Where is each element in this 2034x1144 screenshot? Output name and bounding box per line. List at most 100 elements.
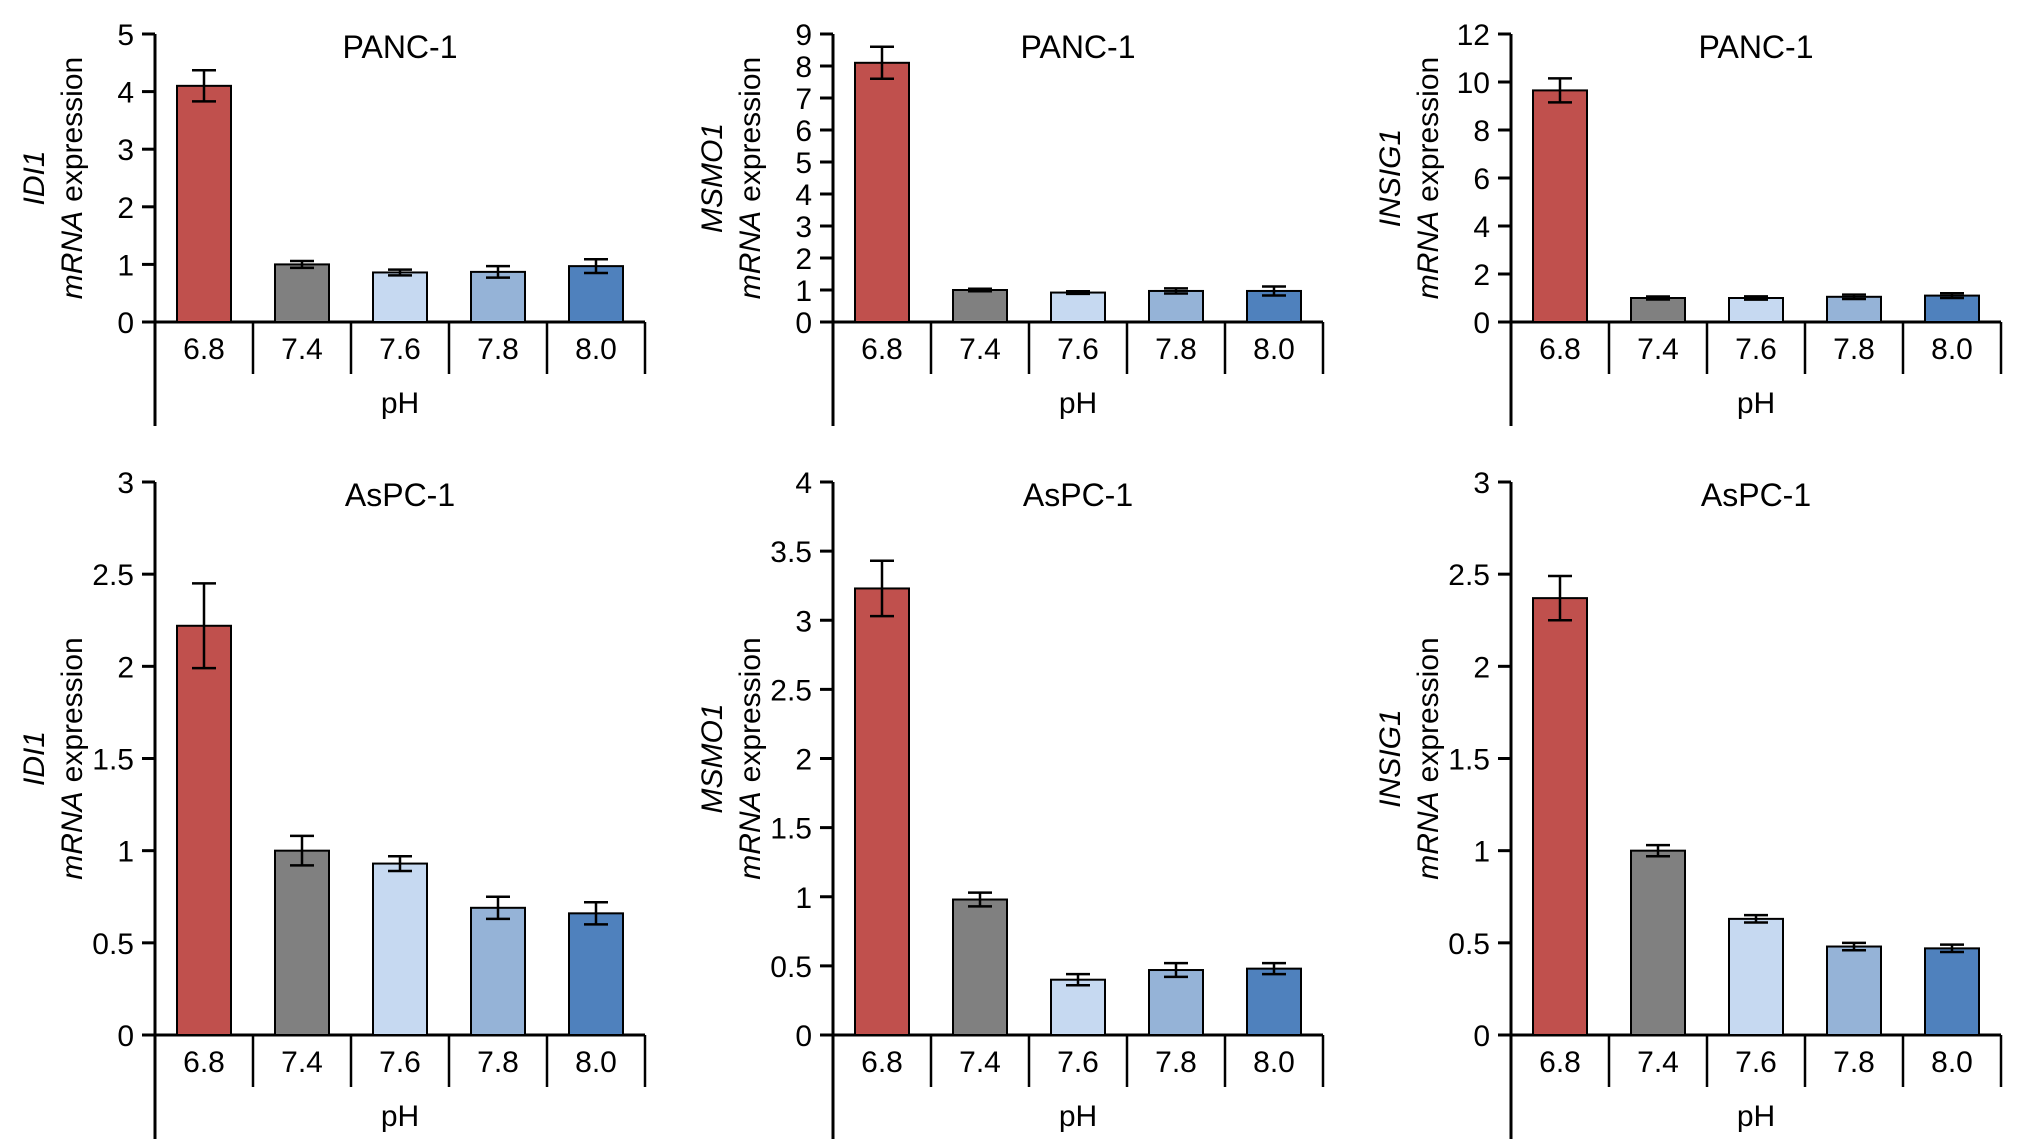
- x-axis-label: pH: [1737, 1100, 1775, 1133]
- y-axis-label-text: mRNAexpression: [734, 637, 767, 879]
- bar-ph-7.6: [1728, 917, 1784, 1036]
- y-tick-label: 2: [117, 192, 134, 225]
- chart-title: PANC-1: [1699, 29, 1814, 65]
- y-tick-label: 0.5: [92, 928, 134, 961]
- y-tick-label: 2.5: [92, 559, 134, 592]
- y-axis-label-gene: IDI1: [18, 731, 51, 786]
- category-label: 8.0: [1253, 333, 1295, 366]
- y-tick-label: 0: [1473, 1020, 1490, 1053]
- category-label: 6.8: [183, 1046, 225, 1079]
- y-tick-label: 1: [795, 275, 812, 308]
- x-axis-label: pH: [1737, 387, 1775, 420]
- y-tick-label: 0.5: [770, 951, 812, 984]
- y-tick-label: 9: [795, 19, 812, 52]
- y-axis-label-text: mRNAexpression: [56, 57, 89, 299]
- y-tick-label: 0: [1473, 307, 1490, 340]
- y-axis-label-text: mRNAexpression: [1412, 57, 1445, 299]
- y-tick-label: 1.5: [92, 744, 134, 777]
- y-tick-label: 3: [117, 467, 134, 500]
- y-axis-label-gene: MSMO1: [696, 703, 729, 813]
- y-tick-label: 0: [117, 307, 134, 340]
- y-tick-label: 4: [117, 77, 134, 110]
- category-label: 7.8: [1155, 333, 1197, 366]
- y-tick-label: 3: [795, 211, 812, 244]
- y-tick-label: 2: [795, 744, 812, 777]
- category-label: 7.4: [1637, 1046, 1679, 1079]
- bar-ph-7.8: [1148, 289, 1204, 323]
- category-label: 8.0: [575, 333, 617, 366]
- category-label: 7.8: [477, 333, 519, 366]
- category-label: 7.6: [1057, 333, 1099, 366]
- y-axis-label-text: mRNAexpression: [56, 637, 89, 879]
- category-label: 7.4: [1637, 333, 1679, 366]
- category-label: 6.8: [861, 1046, 903, 1079]
- category-label: 8.0: [575, 1046, 617, 1079]
- x-axis-label: pH: [1059, 1100, 1097, 1133]
- y-tick-label: 1.5: [770, 813, 812, 846]
- y-tick-label: 8: [1473, 115, 1490, 148]
- y-tick-label: 2: [1473, 259, 1490, 292]
- bar-ph-8.0: [1924, 294, 1980, 324]
- bar-ph-7.4: [1630, 849, 1686, 1036]
- chart-title: AsPC-1: [345, 477, 455, 513]
- chart-panc-1-insig1: PANC-1 0 2 4 6 8 10 12 6.8 7.4 7.6 7.8 8.0 pH INSIG1mR…: [1374, 19, 2003, 426]
- chart-panc-1-idi1: PANC-1 0 1 2 3 4 5 6.8 7.4 7.6 7.8 8.0 pH IDI1mRNAexp…: [18, 19, 647, 426]
- bar-ph-7.4: [952, 289, 1008, 323]
- chart-title: AsPC-1: [1701, 477, 1811, 513]
- category-label: 7.4: [959, 333, 1001, 366]
- category-label: 7.8: [477, 1046, 519, 1079]
- bar-ph-6.8: [854, 61, 910, 324]
- category-label: 6.8: [1539, 333, 1581, 366]
- bar-ph-7.4: [952, 898, 1008, 1037]
- y-tick-label: 1.5: [1448, 744, 1490, 777]
- y-tick-label: 2: [117, 651, 134, 684]
- y-axis-label-gene: MSMO1: [696, 123, 729, 233]
- category-label: 6.8: [861, 333, 903, 366]
- y-tick-label: 6: [795, 115, 812, 148]
- y-axis-label-gene: INSIG1: [1374, 129, 1407, 227]
- category-label: 8.0: [1253, 1046, 1295, 1079]
- bar-ph-6.8: [176, 84, 232, 323]
- bar-ph-7.8: [470, 906, 526, 1036]
- bar-ph-8.0: [568, 265, 624, 323]
- bar-ph-7.8: [1826, 945, 1882, 1036]
- y-tick-label: 2: [795, 243, 812, 276]
- y-axis-label-text: mRNAexpression: [734, 57, 767, 299]
- bar-ph-6.8: [854, 587, 910, 1036]
- y-tick-label: 1: [117, 249, 134, 282]
- bar-ph-7.6: [372, 862, 428, 1036]
- y-tick-label: 12: [1457, 19, 1490, 52]
- bar-ph-7.6: [1050, 291, 1106, 323]
- x-axis-label: pH: [381, 387, 419, 420]
- category-label: 7.6: [1735, 1046, 1777, 1079]
- bar-ph-7.4: [274, 849, 330, 1036]
- category-label: 8.0: [1931, 1046, 1973, 1079]
- bar-ph-8.0: [568, 912, 624, 1036]
- y-tick-label: 2: [1473, 651, 1490, 684]
- category-label: 7.6: [379, 1046, 421, 1079]
- chart-aspc-1-msmo1: AsPC-1 0 0.5 1 1.5 2 2.5 3 3.5 4 6.8 7.4 7.6 7.8 8.0 pH…: [696, 467, 1325, 1139]
- y-tick-label: 3: [117, 134, 134, 167]
- category-label: 6.8: [183, 333, 225, 366]
- bar-ph-7.8: [1148, 969, 1204, 1037]
- category-label: 7.4: [281, 333, 323, 366]
- chart-title: PANC-1: [1021, 29, 1136, 65]
- category-label: 6.8: [1539, 1046, 1581, 1079]
- y-tick-label: 3.5: [770, 536, 812, 569]
- x-axis-label: pH: [381, 1100, 419, 1133]
- y-tick-label: 4: [795, 179, 812, 212]
- y-axis-label-text: mRNAexpression: [1412, 637, 1445, 879]
- chart-aspc-1-idi1: AsPC-1 0 0.5 1 1.5 2 2.5 3 6.8 7.4 7.6 7.8 8.0 pH IDI1…: [18, 467, 647, 1139]
- y-tick-label: 3: [1473, 467, 1490, 500]
- y-tick-label: 7: [795, 83, 812, 116]
- bar-ph-7.8: [470, 270, 526, 323]
- y-tick-label: 2.5: [770, 674, 812, 707]
- x-axis-label: pH: [1059, 387, 1097, 420]
- chart-aspc-1-insig1: AsPC-1 0 0.5 1 1.5 2 2.5 3 6.8 7.4 7.6 7.8 8.0 pH INSI…: [1374, 467, 2003, 1139]
- y-tick-label: 5: [795, 147, 812, 180]
- category-label: 7.6: [1735, 333, 1777, 366]
- bar-ph-8.0: [1924, 947, 1980, 1037]
- y-tick-label: 0: [795, 307, 812, 340]
- bar-ph-7.6: [372, 271, 428, 323]
